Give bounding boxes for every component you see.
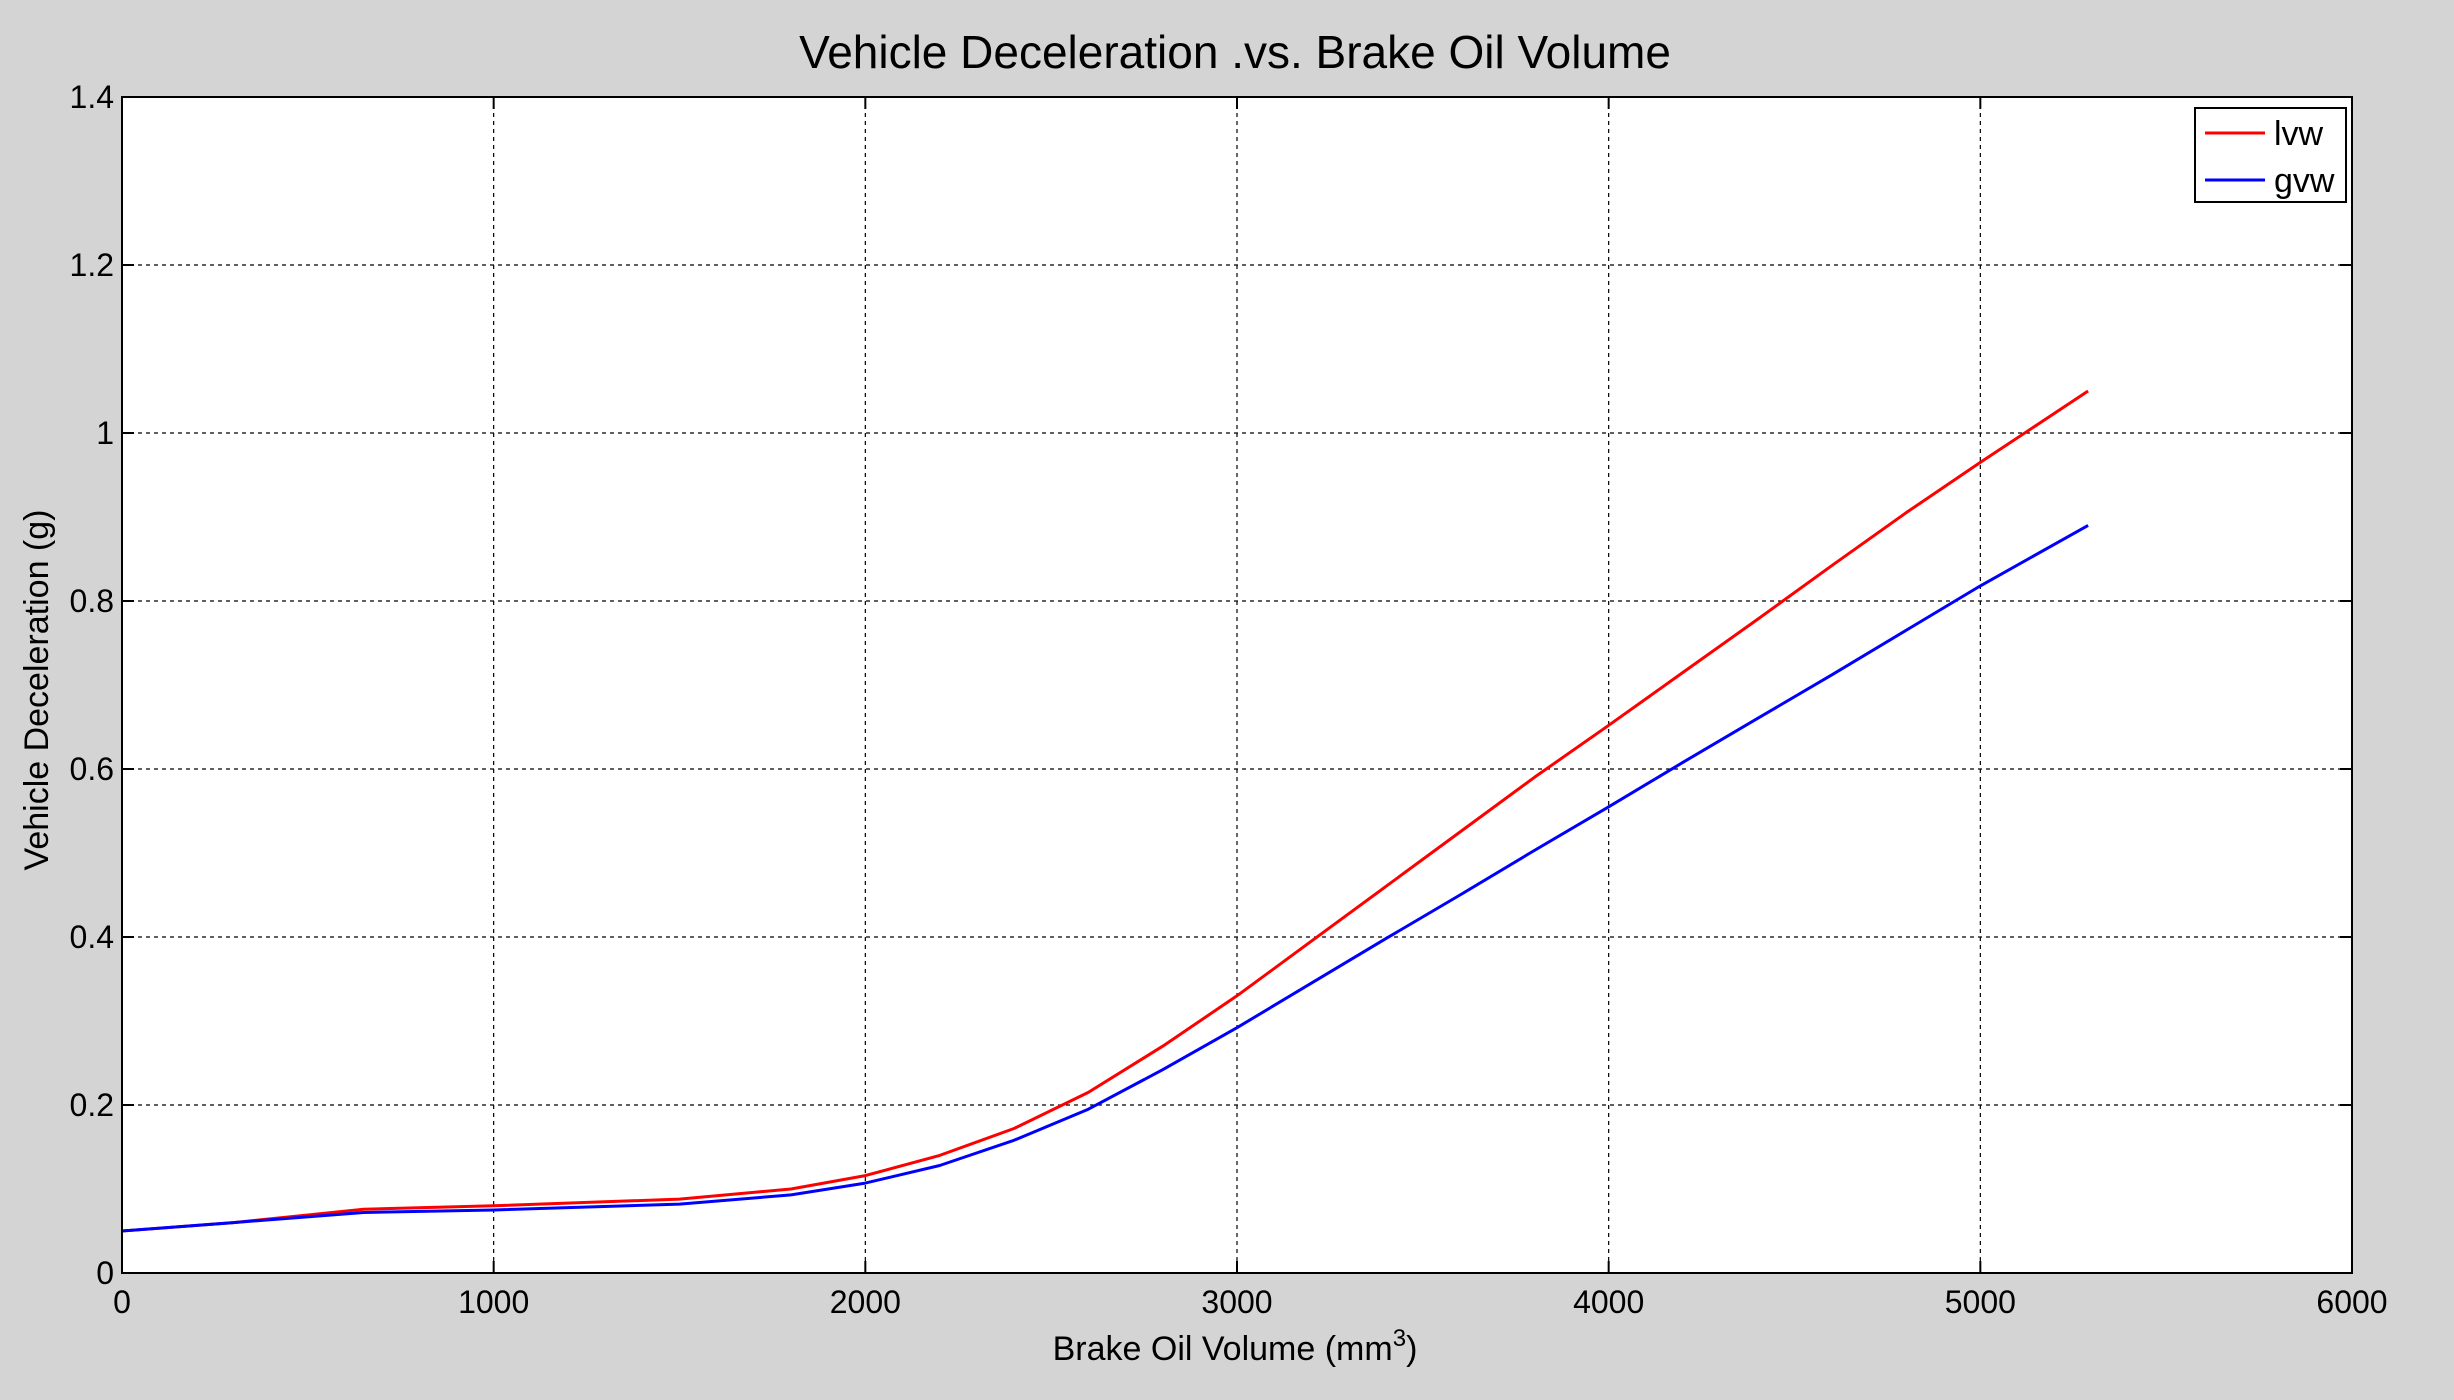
y-tick-label: 1.4: [70, 79, 114, 115]
x-tick-label: 6000: [2316, 1284, 2387, 1320]
x-tick-label: 5000: [1945, 1284, 2016, 1320]
legend: lvw gvw: [2194, 107, 2347, 203]
series-line-lvw: [121, 389, 2089, 1233]
ticks: 0 1000 2000 3000 4000 5000 6000 0 0.2 0.4 0.6 0.8 1 1…: [70, 79, 2388, 1320]
grid: [122, 97, 2352, 1273]
x-tick-label: 2000: [830, 1284, 901, 1320]
y-tick-label: 0: [96, 1255, 114, 1291]
x-tick-label: 3000: [1201, 1284, 1272, 1320]
y-axis-label: Vehicle Deceleration (g): [18, 510, 56, 871]
x-axis-label: Brake Oil Volume (mm3): [1053, 1325, 1418, 1368]
series-layer: [121, 389, 2089, 1233]
x-tick-label: 4000: [1573, 1284, 1644, 1320]
y-tick-label: 0.4: [70, 919, 114, 955]
x-tick-label: 0: [113, 1284, 131, 1320]
y-tick-label: 1: [96, 415, 114, 451]
y-tick-label: 0.2: [70, 1087, 114, 1123]
legend-label-lvw: lvw: [2274, 115, 2324, 153]
x-axis-label-main: Brake Oil Volume (mm: [1053, 1330, 1393, 1368]
series-line-gvw: [121, 524, 2089, 1233]
x-axis-label-suffix: ): [1406, 1330, 1417, 1368]
y-tick-label: 0.8: [70, 583, 114, 619]
x-tick-label: 1000: [458, 1284, 529, 1320]
legend-label-gvw: gvw: [2274, 162, 2335, 200]
y-tick-label: 0.6: [70, 751, 114, 787]
chart-title: Vehicle Deceleration .vs. Brake Oil Volu…: [799, 26, 1671, 78]
y-tick-label: 1.2: [70, 247, 114, 283]
x-axis-label-superscript: 3: [1393, 1325, 1406, 1352]
legend-box: [2194, 107, 2347, 203]
